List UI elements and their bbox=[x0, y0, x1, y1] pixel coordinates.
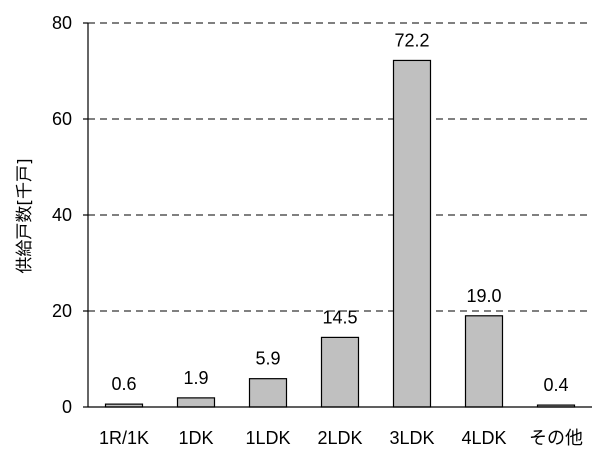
x-tick-label: その他 bbox=[529, 428, 583, 448]
data-label: 5.9 bbox=[255, 349, 280, 369]
data-label: 14.5 bbox=[322, 307, 357, 327]
y-tick-label: 20 bbox=[52, 301, 72, 321]
x-tick-label: 1LDK bbox=[245, 428, 290, 448]
x-tick-label: 4LDK bbox=[461, 428, 506, 448]
data-labels: 0.6 1.9 5.9 14.5 72.2 19.0 0.4 bbox=[111, 30, 568, 395]
x-tick-label: 3LDK bbox=[389, 428, 434, 448]
y-tick-label: 0 bbox=[62, 397, 72, 417]
x-tick-label: 2LDK bbox=[317, 428, 362, 448]
data-label: 1.9 bbox=[183, 368, 208, 388]
y-axis-title: 供給戸数[千戸] bbox=[15, 158, 35, 273]
x-tick-label: 1R/1K bbox=[99, 428, 149, 448]
y-tick-labels: 0 20 40 60 80 bbox=[52, 13, 72, 417]
data-label: 0.4 bbox=[543, 375, 568, 395]
bar bbox=[392, 59, 432, 408]
data-label: 72.2 bbox=[394, 30, 429, 50]
data-label: 19.0 bbox=[466, 286, 501, 306]
x-tick-labels: 1R/1K 1DK 1LDK 2LDK 3LDK 4LDK その他 bbox=[99, 428, 583, 448]
y-tick-label: 40 bbox=[52, 205, 72, 225]
axes bbox=[83, 22, 592, 408]
x-tick-label: 1DK bbox=[178, 428, 213, 448]
gridlines bbox=[88, 22, 592, 312]
bar bbox=[248, 378, 288, 408]
bars bbox=[104, 59, 576, 408]
data-label: 0.6 bbox=[111, 374, 136, 394]
y-tick-label: 80 bbox=[52, 13, 72, 33]
y-tick-label: 60 bbox=[52, 109, 72, 129]
bar bbox=[320, 336, 360, 408]
bar bbox=[176, 397, 216, 408]
bar bbox=[464, 315, 504, 408]
